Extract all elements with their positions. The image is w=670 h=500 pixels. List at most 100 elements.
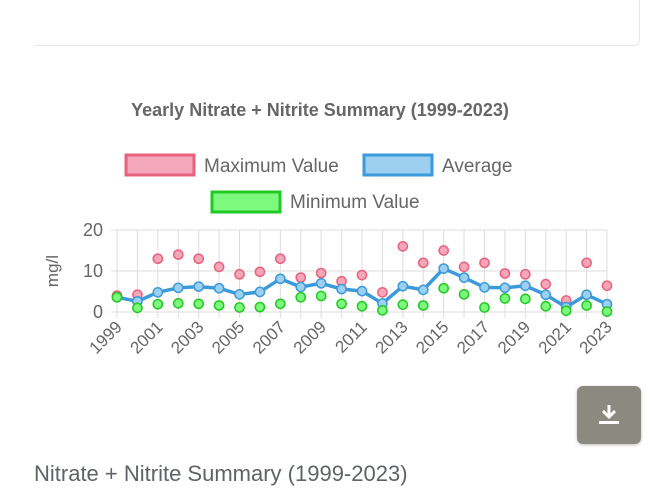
point-max-2017[interactable] [479, 257, 490, 269]
point-max-2004[interactable] [213, 261, 225, 273]
point-min-2010[interactable] [336, 298, 347, 310]
download-button[interactable] [577, 386, 641, 444]
x-tick-label: 2023 [576, 317, 616, 357]
point-min-2014[interactable] [417, 300, 429, 311]
point-min-2003[interactable] [193, 298, 205, 310]
point-min-2023[interactable] [601, 306, 613, 317]
legend-swatch-minimum [210, 190, 282, 214]
point-min-2016[interactable] [458, 289, 470, 300]
x-tick-label: 2003 [167, 317, 207, 357]
point-min-2004[interactable] [213, 300, 225, 311]
point-min-2011[interactable] [356, 300, 368, 312]
section-heading: Nitrate + Nitrite Summary (1999-2023) [34, 461, 408, 486]
x-tick-label: 2017 [453, 317, 493, 357]
point-min-2021[interactable] [560, 305, 572, 317]
y-tick-label: 20 [83, 220, 103, 240]
y-axis-label: mg/l [43, 255, 62, 287]
point-max-2022[interactable] [581, 257, 592, 269]
x-ticks: 1999 2001 2003 2005 2007 2009 2011 2013 2015 2017… [86, 317, 616, 357]
point-min-2017[interactable] [479, 302, 490, 313]
point-min-2019[interactable] [519, 293, 531, 305]
point-min-2013[interactable] [397, 299, 409, 310]
x-tick-label: 2021 [535, 317, 575, 357]
point-max-2007[interactable] [274, 253, 286, 265]
top-card [34, 0, 640, 46]
point-avg-2016[interactable] [458, 272, 470, 283]
x-tick-label: 1999 [86, 317, 126, 357]
x-tick-label: 2015 [412, 317, 452, 357]
legend-item-minimum[interactable]: Minimum Value [210, 190, 420, 214]
point-avg-2004[interactable] [213, 282, 225, 294]
x-tick-label: 2005 [208, 317, 248, 357]
point-max-2013[interactable] [397, 241, 409, 252]
point-avg-2002[interactable] [172, 282, 184, 294]
point-avg-2018[interactable] [499, 282, 511, 294]
point-max-2023[interactable] [601, 280, 613, 292]
point-max-2008[interactable] [295, 272, 307, 283]
point-avg-2013[interactable] [397, 280, 409, 292]
y-tick-label: 10 [83, 261, 103, 281]
point-avg-2006[interactable] [254, 286, 266, 298]
legend-item-maximum[interactable]: Maximum Value [124, 153, 339, 177]
point-min-2008[interactable] [295, 291, 307, 303]
point-min-2018[interactable] [499, 293, 511, 304]
point-min-2006[interactable] [254, 301, 266, 313]
point-max-2003[interactable] [193, 253, 205, 265]
point-max-2015[interactable] [438, 245, 450, 256]
point-avg-2015[interactable] [438, 263, 450, 274]
point-min-2005[interactable] [234, 302, 245, 313]
legend-label-maximum: Maximum Value [204, 156, 339, 177]
legend-swatch-average [362, 153, 434, 177]
x-tick-label: 2007 [249, 317, 289, 357]
point-min-2022[interactable] [581, 300, 592, 311]
point-avg-2008[interactable] [295, 281, 307, 293]
point-avg-2005[interactable] [234, 289, 245, 300]
point-max-2009[interactable] [315, 267, 327, 279]
y-tick-label: 0 [93, 302, 103, 322]
point-avg-2003[interactable] [193, 281, 205, 292]
point-avg-2009[interactable] [315, 277, 327, 289]
point-max-2002[interactable] [172, 249, 184, 260]
point-max-2019[interactable] [519, 268, 531, 280]
series-layer [111, 241, 613, 317]
point-avg-2014[interactable] [417, 284, 429, 296]
point-max-2016[interactable] [458, 261, 470, 273]
point-avg-2010[interactable] [336, 283, 347, 295]
point-min-2007[interactable] [274, 298, 286, 310]
point-max-2014[interactable] [417, 257, 429, 269]
point-avg-2020[interactable] [540, 289, 552, 301]
x-tick-label: 2019 [494, 317, 534, 357]
x-tick-label: 2013 [371, 317, 411, 357]
x-tick-label: 2001 [126, 317, 166, 357]
nitrate-chart: Yearly Nitrate + Nitrite Summary (1999-2… [43, 100, 616, 358]
point-avg-2022[interactable] [581, 289, 592, 301]
x-tick-label: 2009 [290, 317, 330, 357]
point-min-2012[interactable] [377, 305, 388, 316]
point-avg-2007[interactable] [274, 273, 286, 285]
point-max-2006[interactable] [254, 266, 266, 278]
y-ticks: 0 10 20 [83, 220, 103, 322]
legend-label-average: Average [442, 156, 512, 177]
point-avg-2019[interactable] [519, 280, 531, 292]
point-avg-2001[interactable] [152, 286, 164, 298]
legend-item-average[interactable]: Average [362, 153, 512, 177]
point-max-2018[interactable] [499, 268, 511, 279]
point-max-2011[interactable] [356, 269, 368, 281]
point-max-2020[interactable] [540, 278, 552, 290]
legend-label-minimum: Minimum Value [290, 192, 420, 213]
download-icon [599, 405, 619, 424]
point-min-2002[interactable] [172, 298, 184, 309]
point-avg-2017[interactable] [479, 282, 490, 293]
point-min-2015[interactable] [438, 282, 450, 294]
point-max-2001[interactable] [152, 253, 164, 265]
point-min-2009[interactable] [315, 290, 327, 302]
point-min-1999[interactable] [111, 291, 123, 303]
point-min-2001[interactable] [152, 298, 164, 310]
point-min-2000[interactable] [132, 302, 143, 314]
legend: Maximum Value Average Minimum Value [124, 153, 512, 214]
point-max-2012[interactable] [377, 286, 388, 298]
chart-title: Yearly Nitrate + Nitrite Summary (1999-2… [131, 100, 509, 120]
point-max-2005[interactable] [234, 268, 245, 280]
point-min-2020[interactable] [540, 300, 552, 312]
point-avg-2011[interactable] [356, 285, 368, 297]
